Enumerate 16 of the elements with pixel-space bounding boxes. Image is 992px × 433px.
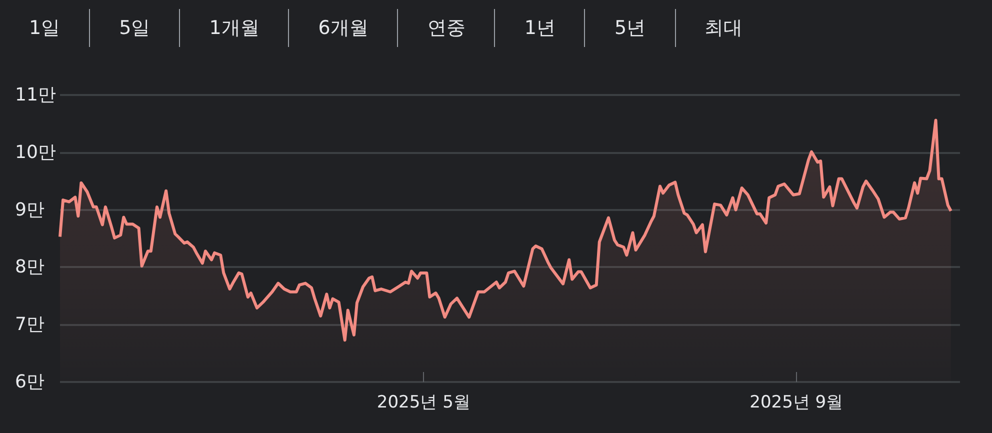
y-tick-label: 9만 [15, 199, 44, 220]
x-tick-label: 2025년 9월 [750, 392, 844, 412]
text: 5일 [89, 9, 180, 47]
y-tick-label: 10만 [15, 142, 56, 163]
y-tick-label: 8만 [15, 256, 44, 278]
text: 1개월 [179, 9, 288, 47]
text: 최대 [674, 9, 772, 47]
text: 1일 [28, 16, 62, 41]
y-tick-label: 11만 [15, 84, 56, 106]
text: 6개월 [288, 9, 398, 47]
y-tick-label: 7만 [15, 314, 44, 336]
text: 1년 [494, 9, 584, 47]
x-tick-label: 2025년 5월 [376, 392, 470, 412]
y-tick-label: 6만 [15, 372, 44, 392]
text: 연중 [397, 9, 494, 47]
text: 5년 [584, 9, 675, 47]
